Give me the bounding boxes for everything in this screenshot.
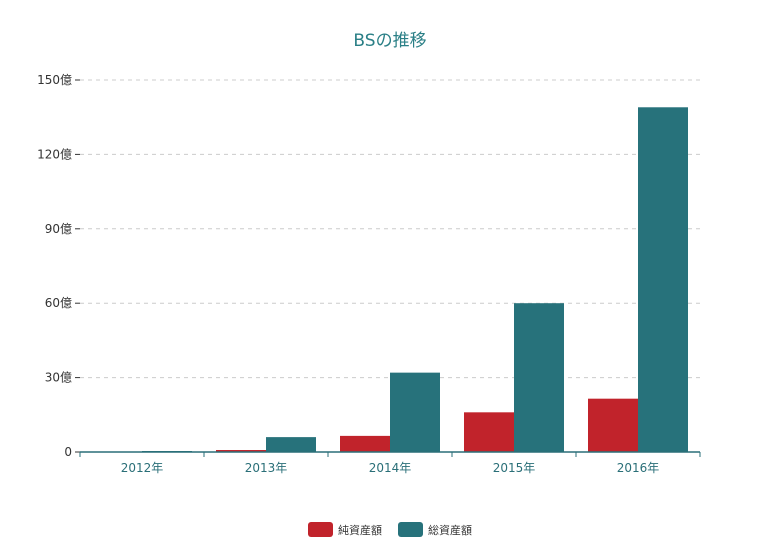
bar-net-assets-2[interactable] — [340, 435, 390, 452]
legend-label: 純資産額 — [338, 524, 382, 537]
x-axis: 2012年 2013年 2014年 2015年 2016年 — [79, 451, 701, 475]
bar-net-assets-4[interactable] — [588, 398, 638, 452]
legend-item-total-assets[interactable]: 総資産額 — [398, 522, 472, 537]
bar-total-assets-1[interactable] — [266, 437, 316, 452]
bars — [92, 107, 688, 452]
x-tick-label: 2015年 — [493, 461, 536, 475]
legend-swatch — [398, 522, 423, 537]
chart-title: BSの推移 — [353, 31, 426, 51]
legend[interactable]: 純資産額 総資産額 — [308, 522, 472, 537]
x-tick-label: 2016年 — [617, 461, 660, 475]
bar-net-assets-1[interactable] — [216, 450, 266, 452]
y-tick-label: 90億 — [45, 222, 72, 236]
legend-swatch — [308, 522, 333, 537]
x-tick-label: 2014年 — [369, 461, 412, 475]
bar-total-assets-4[interactable] — [638, 107, 688, 452]
legend-item-net-assets[interactable]: 純資産額 — [308, 522, 382, 537]
x-tick-label: 2013年 — [245, 461, 288, 475]
y-tick-label: 120億 — [37, 147, 72, 161]
bar-net-assets-3[interactable] — [464, 412, 514, 452]
y-tick-label: 150億 — [37, 73, 72, 87]
y-tick-label: 0 — [64, 445, 72, 459]
bar-total-assets-3[interactable] — [514, 303, 564, 452]
x-tick-label: 2012年 — [121, 461, 164, 475]
y-tick-label: 60億 — [45, 296, 72, 310]
gridlines — [80, 79, 700, 379]
legend-label: 総資産額 — [428, 523, 472, 537]
y-tick-label: 30億 — [45, 371, 72, 385]
y-axis: 0 30億 60億 90億 120億 150億 — [37, 73, 80, 459]
bar-total-assets-2[interactable] — [390, 372, 440, 452]
